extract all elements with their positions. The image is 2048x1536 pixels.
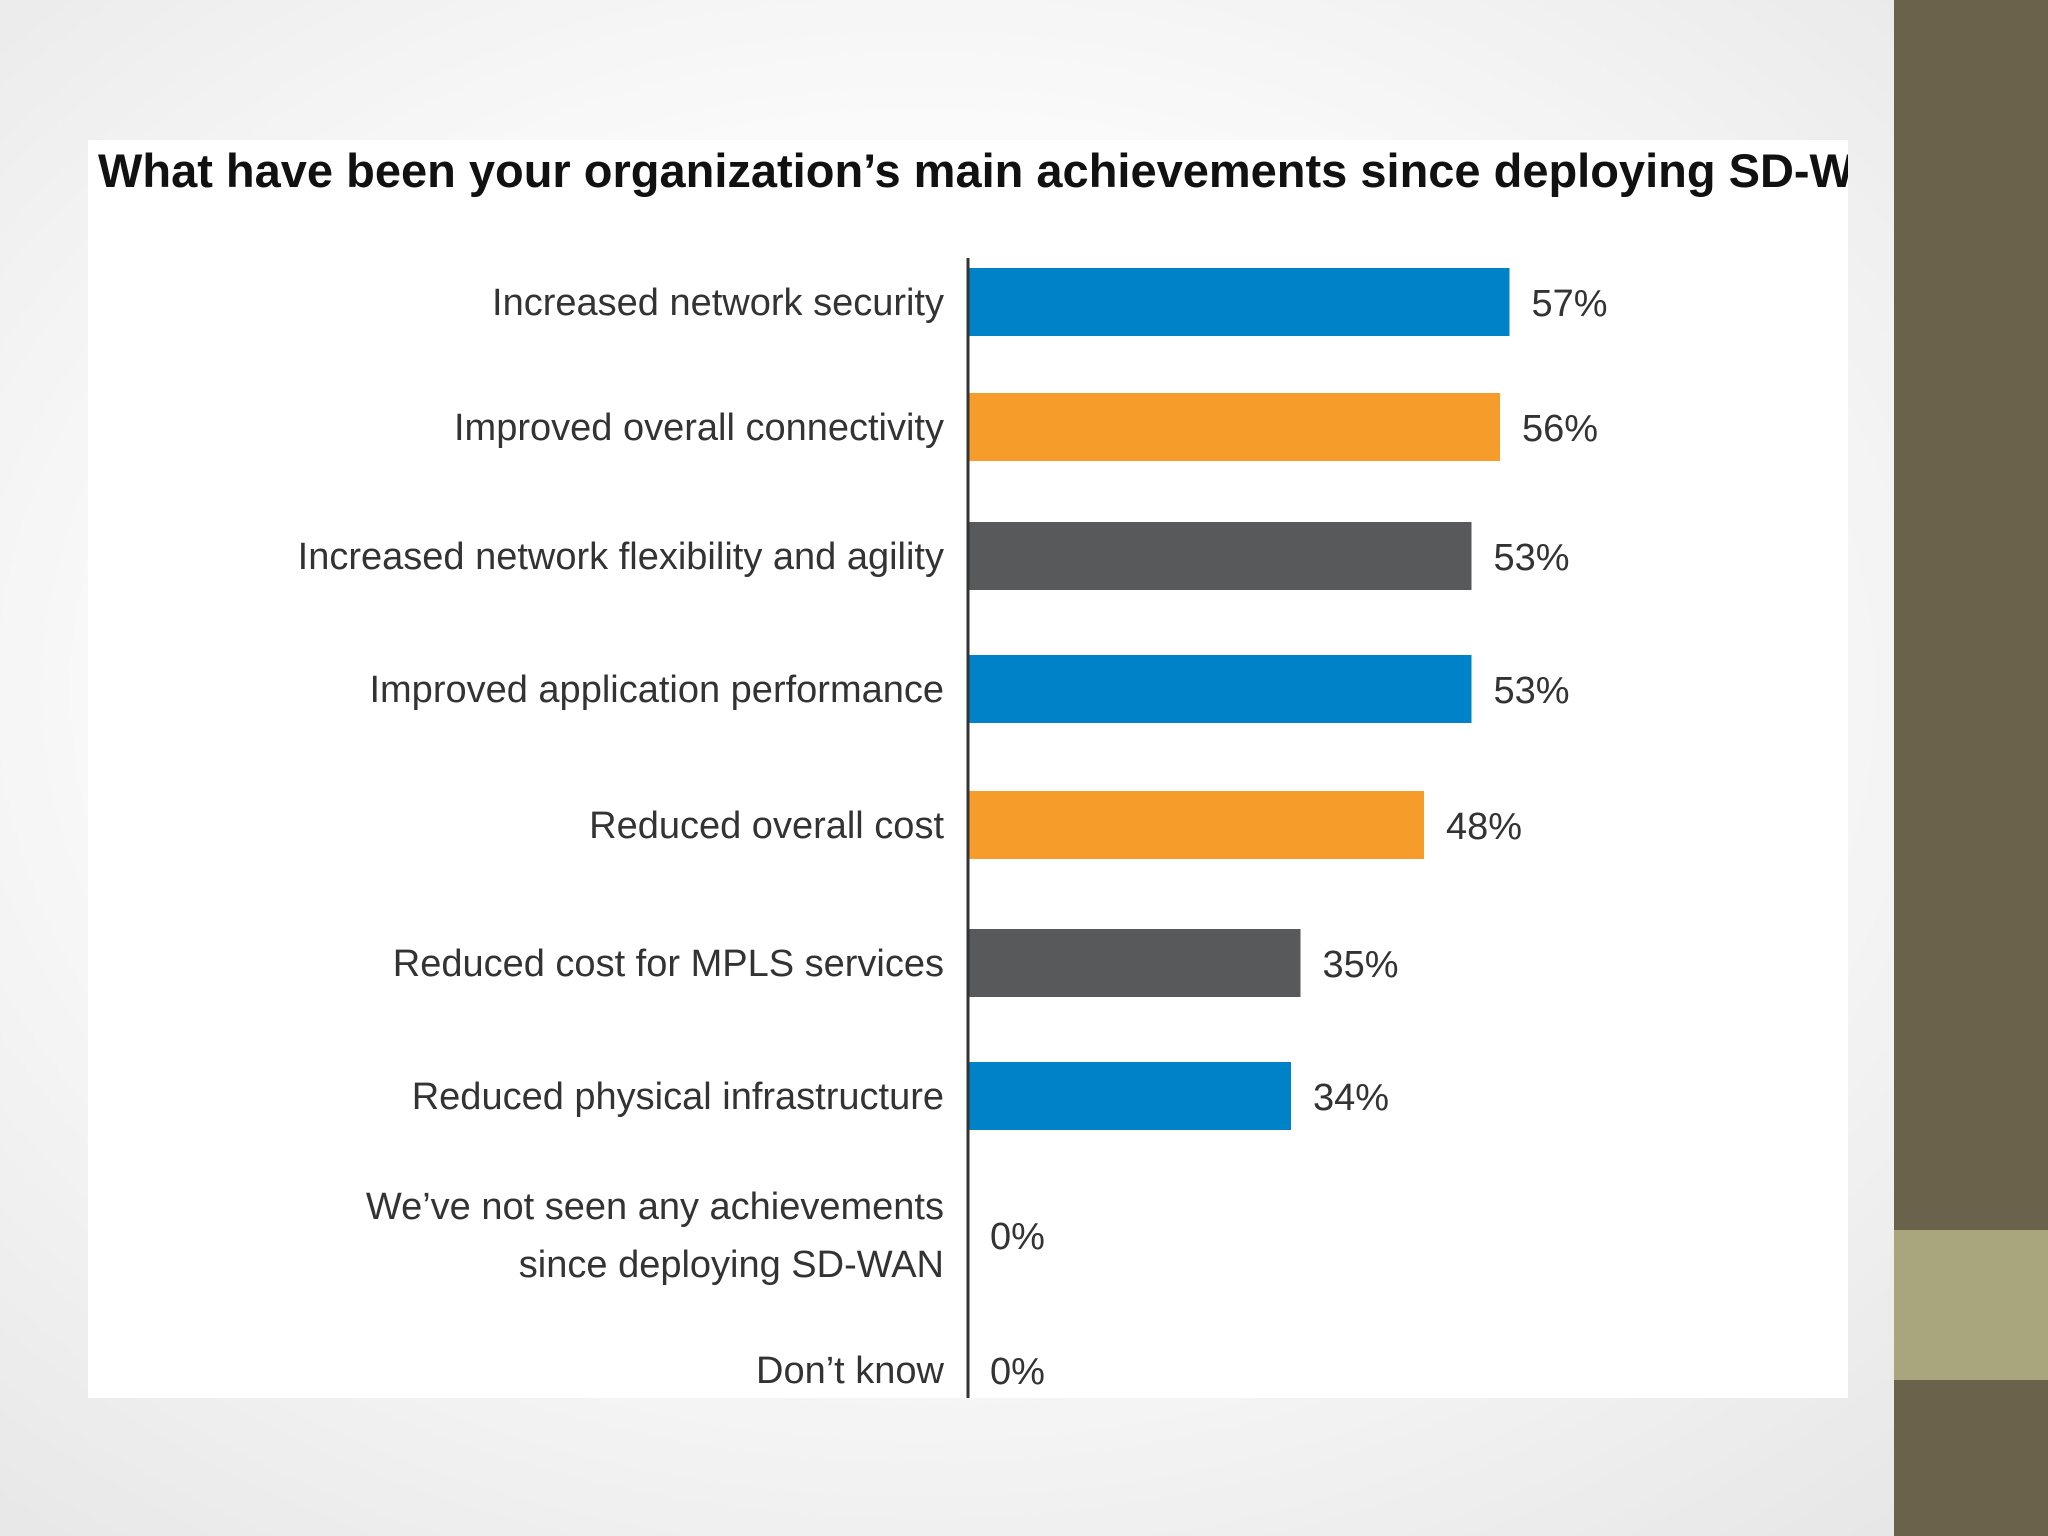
bar	[968, 929, 1301, 997]
category-label: Improved application performance	[369, 669, 944, 711]
category-label: We’ve not seen any achievements	[366, 1186, 944, 1228]
category-label: Increased network security	[492, 282, 944, 324]
value-label: 56%	[1522, 408, 1598, 450]
value-label: 53%	[1494, 537, 1570, 579]
value-label: 57%	[1532, 283, 1608, 325]
value-label: 34%	[1313, 1077, 1389, 1119]
bar	[968, 522, 1472, 590]
value-label: 0%	[990, 1351, 1045, 1393]
bar-chart: What have been your organization’s main …	[98, 144, 1848, 1398]
chart-panel: What have been your organization’s main …	[88, 140, 1848, 1398]
bar	[968, 655, 1472, 723]
bars-group: Increased network security 57% Improved ov…	[298, 268, 1608, 1393]
category-label: Reduced physical infrastructure	[412, 1076, 944, 1118]
value-label: 35%	[1323, 944, 1399, 986]
value-label: 48%	[1446, 806, 1522, 848]
bar	[968, 791, 1424, 859]
slide-side-accent	[1894, 1230, 2048, 1380]
category-label: Reduced overall cost	[589, 805, 944, 847]
category-label: Increased network flexibility and agilit…	[298, 536, 944, 578]
category-label: Don’t know	[756, 1350, 945, 1392]
chart-title: What have been your organization’s main …	[98, 144, 1848, 197]
category-label: since deploying SD-WAN	[519, 1244, 944, 1286]
value-label: 0%	[990, 1216, 1045, 1258]
value-label: 53%	[1494, 670, 1570, 712]
bar	[968, 1062, 1291, 1130]
category-label: Reduced cost for MPLS services	[393, 943, 944, 985]
bar	[968, 393, 1500, 461]
bar	[968, 268, 1510, 336]
category-label: Improved overall connectivity	[454, 407, 944, 449]
